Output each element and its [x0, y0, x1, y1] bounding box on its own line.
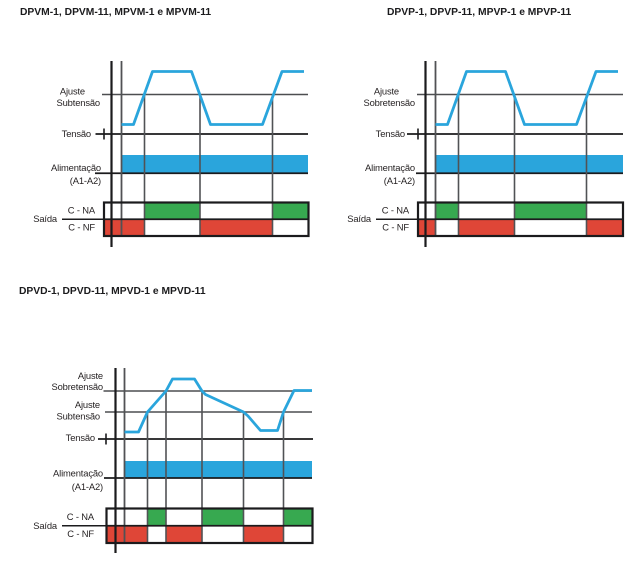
dpvp-label-tensao: Tensão [376, 128, 405, 139]
dpvd-label-alimentacao: Alimentação [53, 468, 103, 479]
dpvp-label-ajuste: Ajuste [374, 86, 399, 97]
dpvp-supply-bar [435, 155, 623, 173]
dpvp-voltage-trace [435, 70, 618, 126]
dpvd-na-closed-segment-3 [283, 508, 313, 526]
dpvm-label-tensao: Tensão [62, 128, 91, 139]
dpvp-label-alimentacao: Alimentação [365, 162, 415, 173]
dpvd-voltage-trace [124, 377, 312, 434]
dpvm-label-subtensao: Subtensão [57, 97, 100, 108]
dpvm-voltage-trace [121, 70, 304, 126]
diagram-title-dpvp: DPVP-1, DPVP-11, MPVP-1 e MPVP-11 [387, 7, 572, 18]
dpvm-na-closed-segment-1 [144, 202, 200, 220]
dpvm-label-alimentacao: Alimentação [51, 162, 101, 173]
dpvp-label-a1-a2: (A1-A2) [384, 175, 415, 186]
dpvd-nf-closed-segment-3 [243, 525, 284, 543]
dpvm-nf-closed-segment-1 [104, 219, 145, 236]
dpvp-label-saida: Saída [347, 213, 372, 224]
dpvm-na-closed-segment-2 [272, 202, 309, 220]
dpvp-label-sobretensao: Sobretensão [363, 97, 415, 108]
dpvp-nf-closed-segment-1 [418, 219, 436, 236]
dpvp-nf-closed-segment-2 [458, 219, 515, 236]
dpvm-label-c-nf: C - NF [68, 222, 95, 233]
dpvd-label-tensao: Tensão [66, 432, 95, 443]
dpvd-label-a1-a2: (A1-A2) [72, 481, 103, 492]
dpvd-na-closed-segment-1 [147, 508, 166, 526]
dpvm-label-a1-a2: (A1-A2) [70, 175, 101, 186]
dpvm-nf-closed-segment-2 [200, 219, 273, 236]
dpvd-label-ajuste-sobre: Ajuste [78, 370, 103, 381]
dpvm-label-ajuste: Ajuste [60, 86, 85, 97]
dpvp-nf-closed-segment-3 [586, 219, 623, 236]
dpvd-na-closed-segment-2 [202, 508, 244, 526]
dpvp-na-closed-segment-1 [435, 202, 459, 220]
diagram-title-dpvd: DPVD-1, DPVD-11, MPVD-1 e MPVD-11 [19, 286, 206, 297]
dpvd-label-ajuste-sub: Ajuste [75, 399, 100, 410]
dpvp-label-c-nf: C - NF [382, 222, 409, 233]
dpvd-label-sobretensao: Sobretensão [51, 381, 103, 392]
dpvm-label-c-na: C - NA [68, 205, 96, 216]
dpvp-label-c-na: C - NA [382, 205, 410, 216]
dpvp-na-closed-segment-2 [514, 202, 587, 220]
diagram-title-dpvm: DPVM-1, DPVM-11, MPVM-1 e MPVM-11 [20, 7, 212, 18]
dpvd-nf-closed-segment-1 [106, 525, 148, 543]
dpvd-label-subtensao: Subtensão [57, 411, 100, 422]
dpvd-label-c-nf: C - NF [67, 528, 94, 539]
dpvd-label-c-na: C - NA [67, 511, 95, 522]
dpvd-supply-bar [124, 461, 312, 478]
dpvd-nf-closed-segment-2 [166, 525, 202, 543]
dpvm-label-saida: Saída [33, 213, 58, 224]
dpvm-supply-bar [121, 155, 308, 173]
dpvd-label-saida: Saída [33, 520, 58, 531]
